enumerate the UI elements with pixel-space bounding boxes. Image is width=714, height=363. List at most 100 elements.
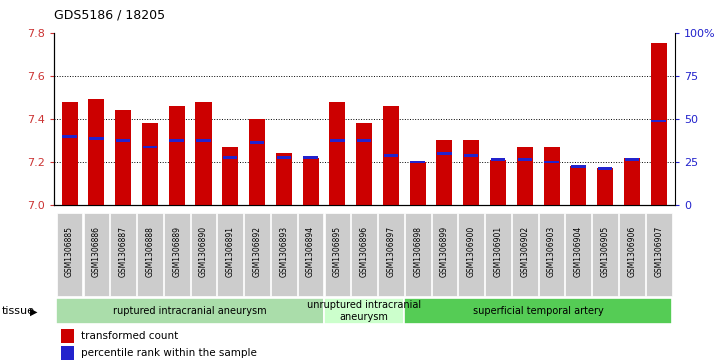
Bar bbox=[116, 139, 131, 142]
FancyBboxPatch shape bbox=[191, 212, 216, 296]
Bar bbox=[598, 167, 613, 170]
Bar bbox=[464, 154, 478, 157]
Bar bbox=[276, 156, 291, 159]
Text: GSM1306895: GSM1306895 bbox=[333, 226, 342, 277]
FancyBboxPatch shape bbox=[164, 212, 190, 296]
Text: GSM1306889: GSM1306889 bbox=[172, 226, 181, 277]
Bar bbox=[491, 158, 506, 161]
Text: GSM1306885: GSM1306885 bbox=[65, 226, 74, 277]
Bar bbox=[356, 123, 372, 205]
Text: GSM1306893: GSM1306893 bbox=[279, 226, 288, 277]
FancyBboxPatch shape bbox=[137, 212, 163, 296]
FancyBboxPatch shape bbox=[378, 212, 404, 296]
Text: GSM1306899: GSM1306899 bbox=[440, 226, 449, 277]
Bar bbox=[517, 147, 533, 205]
Text: GSM1306886: GSM1306886 bbox=[92, 226, 101, 277]
Text: GSM1306898: GSM1306898 bbox=[413, 226, 422, 277]
Bar bbox=[115, 110, 131, 205]
Bar bbox=[276, 153, 292, 205]
Bar bbox=[89, 137, 104, 140]
FancyBboxPatch shape bbox=[56, 298, 324, 325]
Text: GSM1306892: GSM1306892 bbox=[253, 226, 261, 277]
Bar bbox=[196, 139, 211, 142]
Text: GSM1306902: GSM1306902 bbox=[521, 226, 529, 277]
Bar bbox=[437, 152, 452, 155]
Text: GSM1306901: GSM1306901 bbox=[493, 226, 503, 277]
Bar bbox=[571, 165, 585, 168]
Bar bbox=[624, 158, 640, 205]
FancyBboxPatch shape bbox=[619, 212, 645, 296]
Bar bbox=[330, 139, 345, 142]
Text: transformed count: transformed count bbox=[81, 331, 178, 341]
Text: GSM1306890: GSM1306890 bbox=[199, 226, 208, 277]
Text: GSM1306906: GSM1306906 bbox=[628, 226, 636, 277]
Bar bbox=[436, 140, 453, 205]
Text: ruptured intracranial aneurysm: ruptured intracranial aneurysm bbox=[114, 306, 267, 316]
Text: GSM1306894: GSM1306894 bbox=[306, 226, 315, 277]
FancyBboxPatch shape bbox=[57, 212, 83, 296]
Text: GSM1306903: GSM1306903 bbox=[547, 226, 556, 277]
Text: percentile rank within the sample: percentile rank within the sample bbox=[81, 348, 256, 358]
Bar bbox=[303, 158, 318, 205]
FancyBboxPatch shape bbox=[565, 212, 591, 296]
Bar bbox=[625, 158, 639, 161]
Bar bbox=[383, 106, 399, 205]
Bar bbox=[650, 44, 667, 205]
Bar bbox=[249, 119, 265, 205]
Bar bbox=[143, 146, 157, 148]
Bar bbox=[544, 160, 559, 163]
Text: GSM1306905: GSM1306905 bbox=[600, 226, 610, 277]
FancyBboxPatch shape bbox=[244, 212, 270, 296]
Bar bbox=[89, 99, 104, 205]
Bar bbox=[250, 141, 264, 144]
Bar bbox=[169, 139, 184, 142]
Text: GSM1306904: GSM1306904 bbox=[574, 226, 583, 277]
Text: GSM1306897: GSM1306897 bbox=[386, 226, 396, 277]
FancyBboxPatch shape bbox=[298, 212, 323, 296]
Text: GSM1306896: GSM1306896 bbox=[360, 226, 368, 277]
FancyBboxPatch shape bbox=[512, 212, 538, 296]
Bar bbox=[357, 139, 371, 142]
FancyBboxPatch shape bbox=[110, 212, 136, 296]
FancyBboxPatch shape bbox=[324, 298, 404, 325]
FancyBboxPatch shape bbox=[538, 212, 564, 296]
FancyBboxPatch shape bbox=[431, 212, 458, 296]
FancyBboxPatch shape bbox=[84, 212, 109, 296]
Bar bbox=[463, 140, 479, 205]
Text: GSM1306888: GSM1306888 bbox=[146, 226, 154, 277]
Text: GSM1306891: GSM1306891 bbox=[226, 226, 235, 277]
FancyBboxPatch shape bbox=[404, 298, 672, 325]
FancyBboxPatch shape bbox=[458, 212, 484, 296]
Text: GSM1306887: GSM1306887 bbox=[119, 226, 128, 277]
Bar bbox=[223, 156, 238, 159]
Bar bbox=[411, 160, 425, 163]
Bar bbox=[518, 158, 532, 161]
FancyBboxPatch shape bbox=[324, 212, 350, 296]
Bar bbox=[490, 160, 506, 205]
Bar bbox=[329, 102, 346, 205]
FancyBboxPatch shape bbox=[217, 212, 243, 296]
Text: ▶: ▶ bbox=[30, 306, 38, 316]
FancyBboxPatch shape bbox=[645, 212, 671, 296]
Bar bbox=[196, 102, 211, 205]
Bar bbox=[570, 166, 586, 205]
Bar bbox=[303, 156, 318, 159]
Text: GDS5186 / 18205: GDS5186 / 18205 bbox=[54, 9, 165, 22]
FancyBboxPatch shape bbox=[405, 212, 431, 296]
FancyBboxPatch shape bbox=[351, 212, 377, 296]
FancyBboxPatch shape bbox=[271, 212, 297, 296]
Bar bbox=[651, 120, 666, 122]
Bar bbox=[383, 154, 398, 157]
Text: GSM1306907: GSM1306907 bbox=[654, 226, 663, 277]
Text: superficial temporal artery: superficial temporal artery bbox=[473, 306, 603, 316]
FancyBboxPatch shape bbox=[486, 212, 511, 296]
Bar bbox=[142, 123, 158, 205]
Text: tissue: tissue bbox=[1, 306, 34, 316]
Text: GSM1306900: GSM1306900 bbox=[467, 226, 476, 277]
Bar bbox=[222, 147, 238, 205]
Bar bbox=[543, 147, 560, 205]
Bar bbox=[61, 102, 78, 205]
Text: unruptured intracranial
aneurysm: unruptured intracranial aneurysm bbox=[307, 300, 421, 322]
Bar bbox=[169, 106, 185, 205]
Bar bbox=[410, 162, 426, 205]
